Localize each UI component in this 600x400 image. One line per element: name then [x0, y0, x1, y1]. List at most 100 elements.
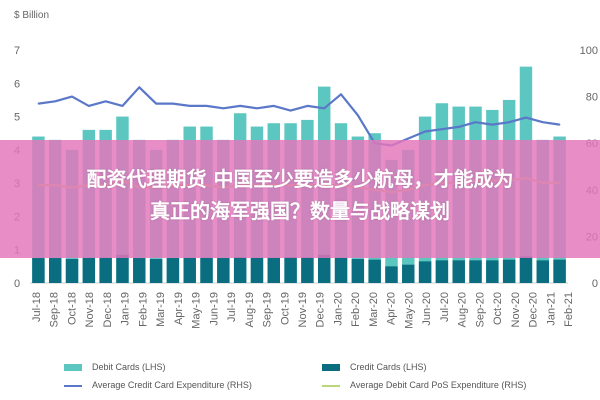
x-tick-label: Jul-18	[31, 292, 43, 322]
avg-credit-point	[474, 121, 477, 124]
legend-swatch-debit	[64, 364, 82, 371]
credit-bar	[183, 257, 196, 283]
avg-credit-point	[222, 107, 225, 110]
credit-bar	[99, 257, 112, 283]
avg-credit-point	[239, 105, 241, 107]
credit-bar	[519, 256, 533, 283]
credit-bar	[217, 258, 230, 283]
credit-bar	[166, 258, 180, 283]
y-right-tick-label: 100	[580, 45, 598, 57]
avg-credit-expenditure-line	[38, 86, 560, 147]
avg-credit-point	[188, 105, 191, 107]
credit-bar	[133, 258, 146, 283]
credit-bar	[116, 254, 129, 283]
x-tick-label: Aug-19	[244, 292, 256, 327]
credit-bar	[200, 257, 213, 283]
legend-label-avg-credit: Average Credit Card Expenditure (RHS)	[92, 380, 252, 390]
credit-bar	[368, 259, 381, 283]
avg-credit-point	[272, 105, 275, 107]
avg-credit-point	[289, 109, 292, 112]
headline-line-1: 配资代理期货 中国至少要造多少航母，才能成为	[86, 167, 514, 191]
avg-credit-point	[357, 114, 359, 117]
avg-credit-point	[441, 128, 443, 131]
x-tick-label: Dec-19	[315, 292, 327, 327]
x-tick-label: Mar-19	[155, 292, 167, 327]
legend-label-credit: Credit Cards (LHS)	[350, 362, 427, 372]
x-tick-label: May-20	[403, 292, 415, 329]
avg-credit-point	[323, 107, 326, 110]
x-tick-label: Nov-18	[84, 292, 96, 327]
x-tick-label: Oct-20	[492, 292, 504, 325]
x-tick-label: Mar-20	[368, 292, 380, 327]
credit-bar	[301, 257, 314, 283]
avg-credit-point	[121, 105, 124, 107]
x-tick-label: Jan-20	[332, 292, 344, 326]
x-tick-label: Nov-20	[510, 292, 522, 327]
credit-bar	[250, 257, 264, 283]
x-tick-label: Feb-21	[563, 292, 575, 327]
credit-bar	[486, 260, 499, 283]
x-tick-label: Feb-20	[350, 292, 362, 327]
credit-bar	[48, 258, 62, 283]
credit-bar	[435, 260, 449, 283]
y-right-tick-label: 80	[586, 92, 598, 104]
x-tick-label: Jun-20	[421, 292, 433, 326]
credit-bar	[317, 254, 331, 283]
y-left-tick-label: 7	[14, 45, 20, 57]
x-tick-label: Jan-19	[120, 292, 132, 326]
x-tick-label: Jul-20	[439, 292, 451, 322]
credit-bar	[267, 257, 281, 283]
avg-credit-point	[37, 102, 40, 105]
avg-credit-point	[340, 93, 342, 96]
avg-credit-point	[256, 107, 258, 110]
legend-swatch-avg-credit	[64, 385, 82, 387]
avg-credit-point	[541, 121, 544, 124]
credit-bar	[536, 260, 550, 283]
x-tick-label: Sep-20	[474, 292, 486, 327]
legend-label-debit: Debit Cards (LHS)	[92, 362, 166, 372]
x-tick-label: Jun-19	[208, 292, 220, 326]
avg-credit-point	[558, 123, 561, 126]
y-left-tick-label: 6	[14, 78, 20, 90]
avg-credit-point	[525, 116, 527, 119]
avg-credit-point	[155, 102, 157, 105]
avg-credit-point	[508, 121, 510, 124]
credit-bar	[502, 259, 516, 283]
overlay-banner[interactable]	[0, 140, 600, 258]
headline-line-2: 真正的海军强国？数量与战略谋划	[150, 199, 450, 223]
credit-bar	[284, 257, 297, 283]
credit-bar	[553, 259, 566, 283]
overlay-headline[interactable]: 配资代理期货 中国至少要造多少航母，才能成为 真正的海军强国？数量与战略谋划	[0, 163, 600, 227]
avg-credit-point	[424, 130, 426, 133]
y-right-tick-label: 0	[592, 278, 598, 290]
y-left-tick-label: 5	[14, 112, 20, 124]
avg-credit-point	[306, 105, 309, 107]
credit-bar	[418, 261, 432, 283]
x-tick-label: Oct-19	[279, 292, 291, 325]
x-tick-label: May-19	[191, 292, 203, 329]
x-tick-label: Oct-18	[66, 292, 78, 325]
x-tick-label: Aug-20	[457, 292, 469, 327]
credit-bar	[32, 258, 45, 283]
x-tick-label: Sep-18	[49, 292, 61, 327]
chart-legend: Debit Cards (LHS) Credit Cards (LHS) Ave…	[0, 352, 600, 400]
legend-label-avg-debit: Average Debit Card PoS Expenditure (RHS)	[350, 380, 527, 390]
avg-credit-point	[205, 105, 208, 107]
y-left-tick-label: 0	[14, 278, 20, 290]
credit-bar	[351, 259, 365, 283]
credit-bar	[233, 257, 247, 283]
legend-swatch-avg-debit	[322, 385, 340, 387]
x-tick-label: Jul-19	[226, 292, 238, 322]
credit-bar	[65, 259, 79, 283]
left-axis-unit: $ Billion	[14, 10, 50, 21]
avg-credit-point	[407, 137, 410, 140]
x-tick-label: Nov-19	[297, 292, 309, 327]
x-tick-label: Jan-21	[545, 292, 557, 326]
credit-bar	[385, 266, 398, 283]
x-tick-label: Dec-18	[102, 292, 114, 327]
credit-bar	[334, 257, 348, 283]
credit-bar	[452, 260, 465, 283]
avg-credit-point	[172, 102, 174, 105]
avg-credit-point	[491, 123, 494, 126]
x-axis-labels: Jul-18 Sep-18 Oct-18 Nov-18 Dec-18 Jan-19 Feb-…	[31, 292, 575, 329]
